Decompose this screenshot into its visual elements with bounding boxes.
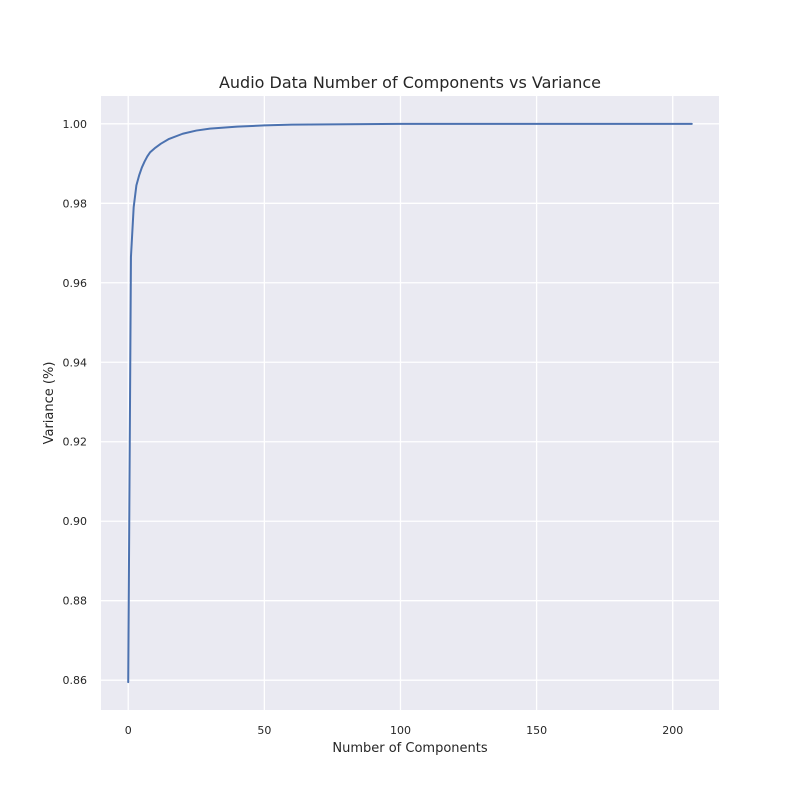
- y-tick-label: 0.96: [63, 277, 88, 290]
- x-tick-label: 200: [662, 724, 683, 737]
- x-tick-labels: 0 50 100 150 200: [125, 724, 683, 737]
- y-tick-label: 0.90: [63, 515, 88, 528]
- y-tick-label: 0.88: [63, 595, 88, 608]
- series-line: [127, 122, 693, 684]
- x-tick-label: 50: [257, 724, 271, 737]
- x-tick-label: 150: [526, 724, 547, 737]
- y-tick-label: 0.86: [63, 674, 88, 687]
- y-tick-label: 0.98: [63, 197, 88, 210]
- y-tick-label: 0.92: [63, 436, 88, 449]
- y-tick-labels: 0.86 0.88 0.90 0.92 0.94 0.96 0.98 1.00: [63, 118, 88, 687]
- y-tick-label: 1.00: [63, 118, 88, 131]
- plot-area: [101, 96, 719, 710]
- x-axis-label: Number of Components: [332, 741, 487, 756]
- x-tick-label: 100: [390, 724, 411, 737]
- x-tick-label: 0: [125, 724, 132, 737]
- series-layer: [127, 122, 693, 684]
- y-axis-label: Variance (%): [42, 362, 57, 445]
- chart-title: Audio Data Number of Components vs Varia…: [219, 73, 601, 92]
- y-tick-label: 0.94: [63, 356, 88, 369]
